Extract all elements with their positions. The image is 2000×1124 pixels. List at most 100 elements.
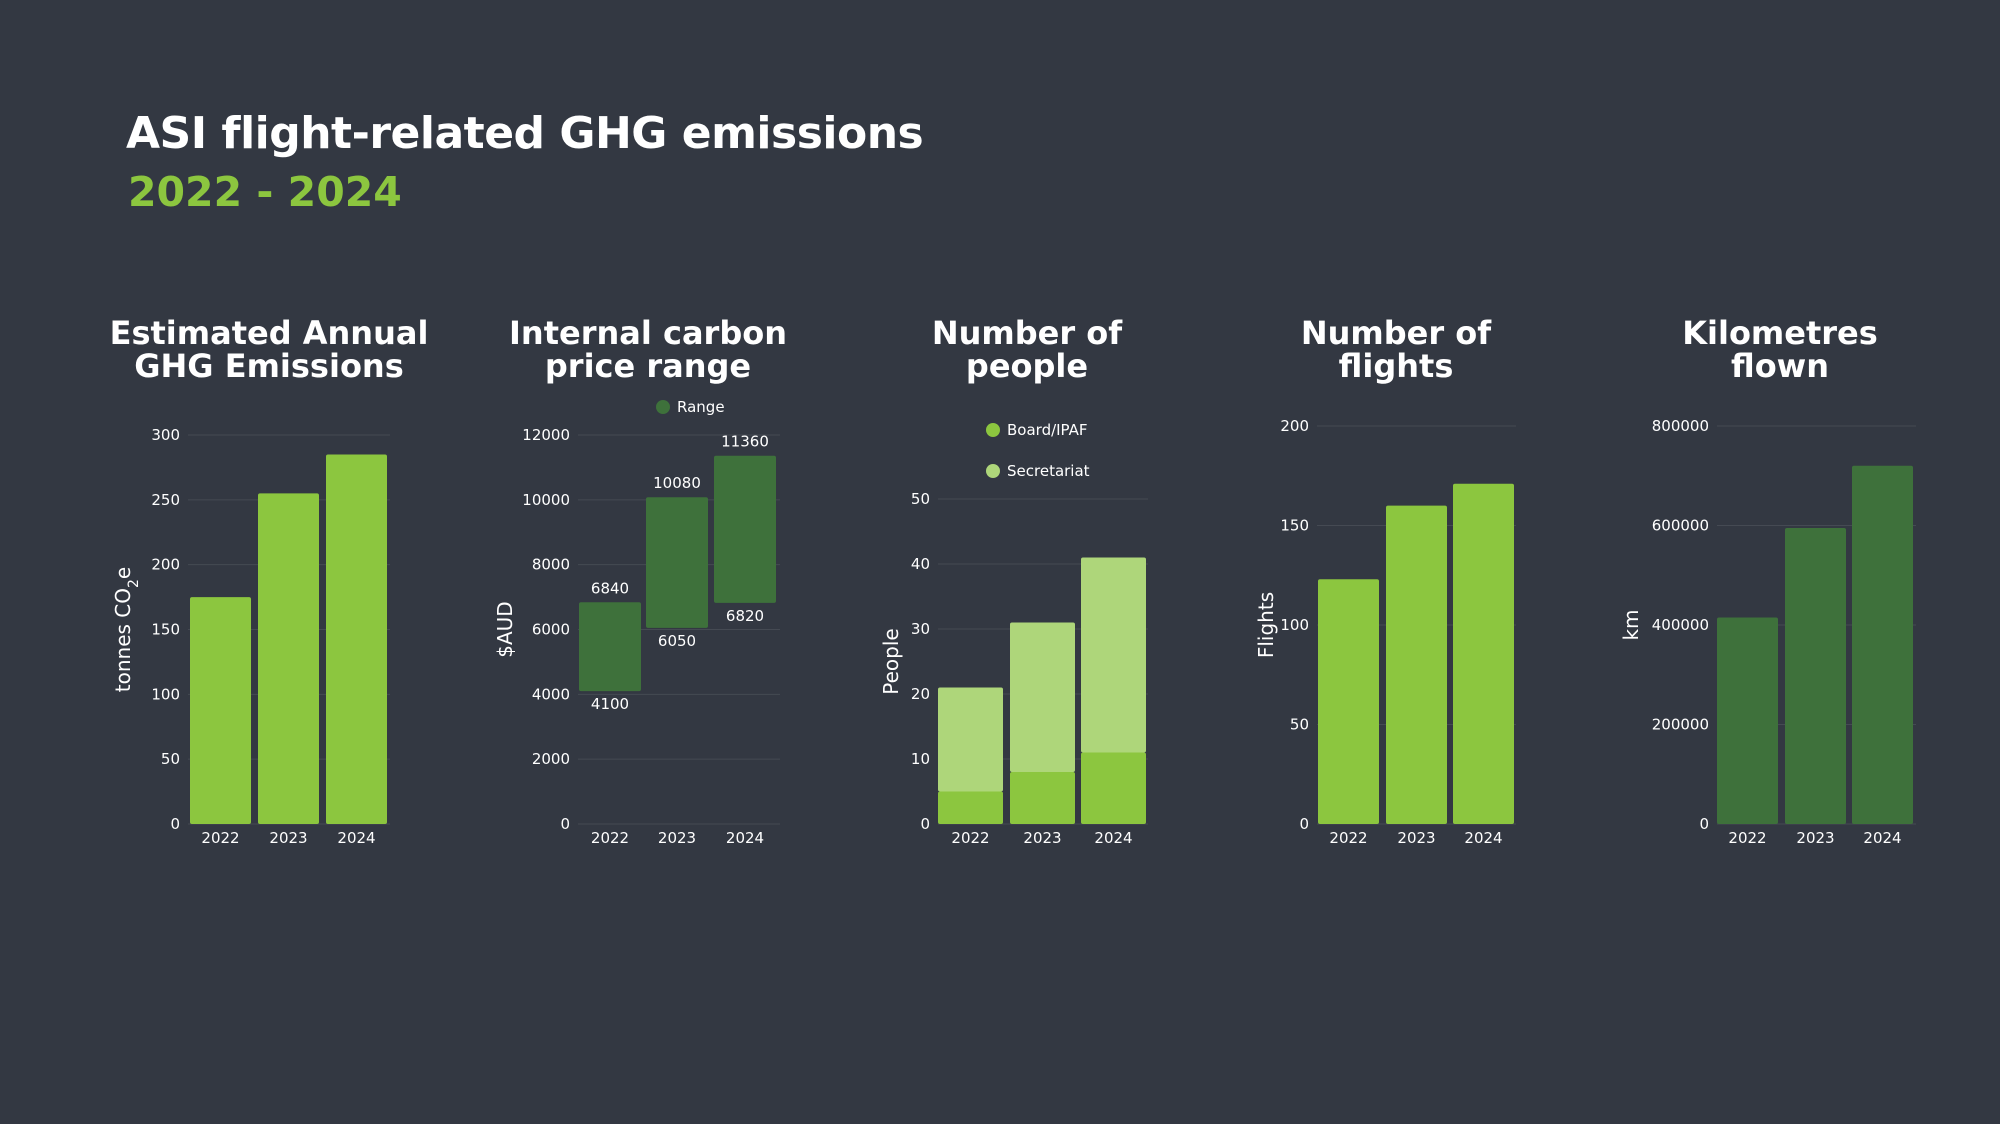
y-tick-label: 300 — [151, 426, 180, 444]
x-tick-label: 2024 — [337, 829, 375, 847]
legend-swatch — [986, 423, 1000, 437]
y-tick-label: 250 — [151, 491, 180, 509]
chart-title-emissions: Estimated Annual GHG Emissions — [109, 317, 429, 383]
x-tick-label: 2022 — [1728, 829, 1766, 847]
data-label-low: 6050 — [658, 632, 696, 650]
legend-swatch — [986, 464, 1000, 478]
x-tick-label: 2024 — [726, 829, 764, 847]
stacked-bar-segment — [1010, 622, 1075, 772]
y-tick-label: 50 — [1290, 716, 1309, 734]
y-tick-label: 200 — [1280, 417, 1309, 435]
y-tick-label: 6000 — [532, 621, 570, 639]
x-tick-label: 2023 — [1397, 829, 1435, 847]
chart-title-line: price range — [544, 347, 752, 385]
y-axis-label: People — [879, 628, 903, 694]
stacked-bar-segment — [1081, 557, 1146, 753]
chart-title-line: Number of — [931, 314, 1123, 352]
x-tick-label: 2023 — [658, 829, 696, 847]
stacked-bar-segment — [1010, 772, 1075, 824]
x-tick-label: 2023 — [269, 829, 307, 847]
data-label-high: 6840 — [591, 579, 629, 597]
y-tick-label: 800000 — [1652, 417, 1709, 435]
chart-title-line: Internal carbon — [509, 314, 787, 352]
chart-title-line: people — [965, 347, 1089, 385]
y-tick-label: 100 — [1280, 616, 1309, 634]
x-tick-label: 2022 — [201, 829, 239, 847]
bar — [1453, 483, 1514, 824]
chart-title-line: Kilometres — [1682, 314, 1878, 352]
y-axis-label: Flights — [1254, 592, 1278, 658]
bar — [1717, 617, 1778, 824]
chart-title-flights: Number of flights — [1236, 317, 1556, 383]
chart-title-line: Estimated Annual — [109, 314, 429, 352]
y-tick-label: 2000 — [532, 750, 570, 768]
chart-title-line: flown — [1730, 347, 1830, 385]
y-tick-label: 0 — [920, 815, 930, 833]
x-tick-label: 2024 — [1094, 829, 1132, 847]
y-tick-label: 40 — [911, 555, 930, 573]
chart-title-line: GHG Emissions — [134, 347, 404, 385]
chart-title-carbon-price: Internal carbon price range — [488, 317, 808, 383]
y-tick-label: 0 — [1299, 815, 1309, 833]
y-axis-label: km — [1619, 609, 1643, 640]
y-tick-label: 100 — [151, 685, 180, 703]
y-tick-label: 0 — [560, 815, 570, 833]
y-tick-label: 150 — [151, 621, 180, 639]
y-tick-label: 0 — [1699, 815, 1709, 833]
y-tick-label: 30 — [911, 620, 930, 638]
bar — [1386, 505, 1447, 824]
x-tick-label: 2022 — [591, 829, 629, 847]
stacked-bar-segment — [938, 687, 1003, 792]
bar — [1785, 527, 1846, 824]
bar — [1852, 465, 1913, 824]
data-label-low: 6820 — [726, 607, 764, 625]
x-tick-label: 2022 — [1329, 829, 1367, 847]
legend-label: Board/IPAF — [1007, 421, 1088, 439]
chart-title-line: flights — [1338, 347, 1454, 385]
range-bar — [714, 455, 776, 603]
legend-label: Secretariat — [1007, 462, 1090, 480]
y-tick-label: 200000 — [1652, 716, 1709, 734]
range-bar — [579, 602, 641, 692]
y-tick-label: 10000 — [522, 491, 570, 509]
y-tick-label: 10 — [911, 750, 930, 768]
legend-swatch — [656, 400, 670, 414]
y-tick-label: 200 — [151, 556, 180, 574]
chart-title-people: Number of people — [867, 317, 1187, 383]
chart-title-kilometres: Kilometres flown — [1620, 317, 1940, 383]
y-tick-label: 4000 — [532, 685, 570, 703]
data-label-high: 10080 — [653, 474, 701, 492]
x-tick-label: 2024 — [1464, 829, 1502, 847]
y-axis-label-tail: e — [111, 567, 135, 579]
chart-title-line: Number of — [1300, 314, 1492, 352]
bar — [326, 454, 387, 824]
x-tick-label: 2022 — [951, 829, 989, 847]
stacked-bar-segment — [938, 791, 1003, 824]
y-tick-label: 150 — [1280, 517, 1309, 535]
y-tick-label: 50 — [911, 490, 930, 508]
y-axis-label-subscript: 2 — [126, 579, 142, 588]
page-subtitle: 2022 - 2024 — [128, 168, 402, 216]
data-label-high: 11360 — [721, 433, 769, 451]
y-tick-label: 0 — [170, 815, 180, 833]
x-tick-label: 2024 — [1863, 829, 1901, 847]
y-tick-label: 400000 — [1652, 616, 1709, 634]
y-axis-label: $AUD — [493, 601, 517, 657]
y-tick-label: 50 — [161, 750, 180, 768]
data-label-low: 4100 — [591, 695, 629, 713]
x-tick-label: 2023 — [1023, 829, 1061, 847]
stacked-bar-segment — [1081, 752, 1146, 824]
x-tick-label: 2023 — [1796, 829, 1834, 847]
y-tick-label: 20 — [911, 685, 930, 703]
range-bar — [646, 497, 708, 628]
page-title: ASI flight-related GHG emissions — [126, 108, 924, 159]
y-tick-label: 8000 — [532, 556, 570, 574]
y-axis-label: tonnes CO2e — [111, 567, 142, 692]
bar — [190, 597, 251, 824]
bar — [258, 493, 319, 824]
legend-label: Range — [677, 398, 725, 416]
y-tick-label: 600000 — [1652, 517, 1709, 535]
bar — [1318, 579, 1379, 824]
y-tick-label: 12000 — [522, 426, 570, 444]
